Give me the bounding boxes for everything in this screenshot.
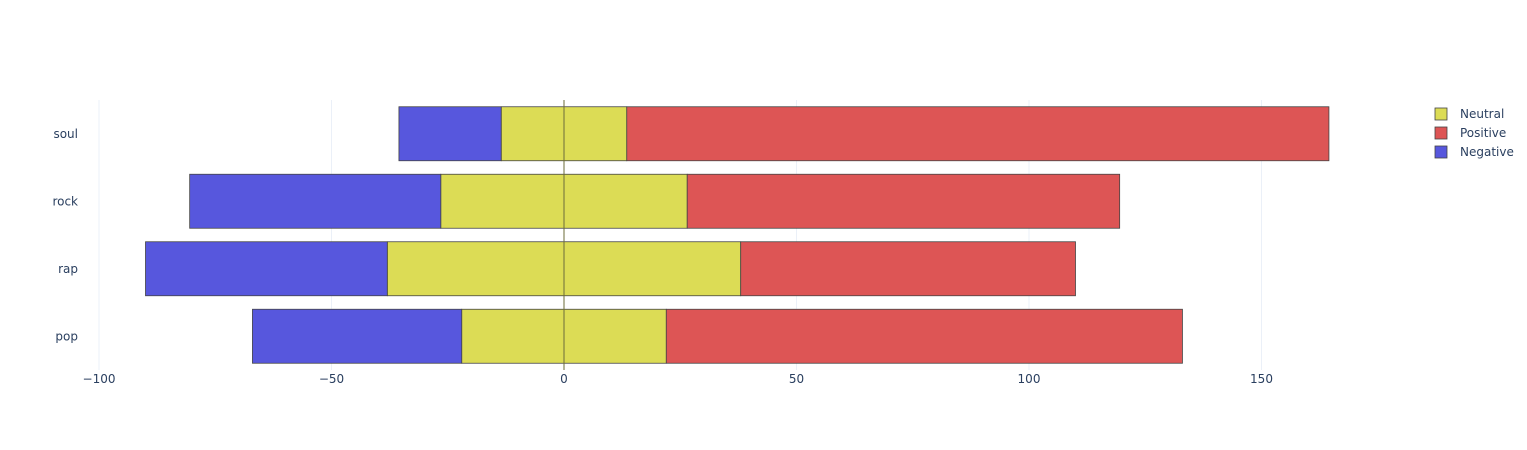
bar-pop-neutral-negative[interactable] xyxy=(461,308,565,364)
bar-rap-neutral-negative[interactable] xyxy=(386,241,565,297)
bar-pop-neutral-positive[interactable] xyxy=(563,308,667,364)
legend-label-positive: Positive xyxy=(1460,126,1506,140)
x-axis-ticks: −100 −50 0 50 100 150 xyxy=(83,372,1273,386)
legend-item-positive[interactable]: Positive xyxy=(1434,126,1506,140)
bar-rap-positive-positive[interactable] xyxy=(740,241,1076,297)
legend-item-neutral[interactable]: Neutral xyxy=(1434,107,1504,121)
x-tick-label: −50 xyxy=(319,372,344,386)
x-tick-label: 50 xyxy=(789,372,804,386)
bar-soul-neutral-negative[interactable] xyxy=(500,106,565,162)
bar-soul-positive-positive[interactable] xyxy=(626,106,1330,162)
bar-rock-positive-positive[interactable] xyxy=(686,173,1121,229)
legend-swatch-neutral xyxy=(1434,107,1448,121)
bar-rock-neutral-positive[interactable] xyxy=(563,173,688,229)
legend[interactable]: Neutral Positive Negative xyxy=(1434,107,1514,159)
y-axis-ticks: pop rap rock soul xyxy=(52,127,78,344)
legend-item-negative[interactable]: Negative xyxy=(1434,145,1514,159)
y-tick-label-pop: pop xyxy=(55,329,78,343)
x-tick-label: −100 xyxy=(83,372,116,386)
legend-label-neutral: Neutral xyxy=(1460,107,1504,121)
bar-soul-negative-negative[interactable] xyxy=(398,106,502,162)
bar-rock-neutral-negative[interactable] xyxy=(440,173,565,229)
x-tick-label: 100 xyxy=(1018,372,1041,386)
bar-soul-neutral-positive[interactable] xyxy=(563,106,628,162)
legend-label-negative: Negative xyxy=(1460,145,1514,159)
legend-swatch-negative xyxy=(1434,145,1448,159)
bar-pop-positive-positive[interactable] xyxy=(665,308,1183,364)
x-tick-label: 150 xyxy=(1250,372,1273,386)
bar-rap-negative-negative[interactable] xyxy=(145,241,388,297)
bar-pop-negative-negative[interactable] xyxy=(252,308,463,364)
bar-rap-neutral-positive[interactable] xyxy=(563,241,742,297)
bars xyxy=(145,106,1330,364)
y-tick-label-rock: rock xyxy=(52,194,78,208)
legend-swatch-positive xyxy=(1434,126,1448,140)
bar-rock-negative-negative[interactable] xyxy=(189,173,442,229)
x-tick-label: 0 xyxy=(560,372,568,386)
y-tick-label-soul: soul xyxy=(53,127,78,141)
y-tick-label-rap: rap xyxy=(58,262,78,276)
